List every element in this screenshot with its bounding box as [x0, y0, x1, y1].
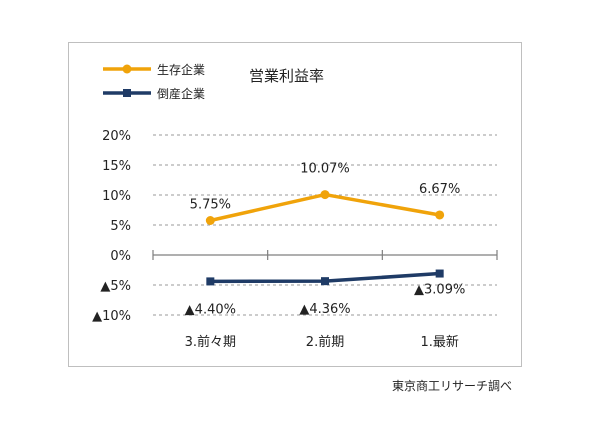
legend-marker [122, 64, 132, 74]
chart-title: 営業利益率 [249, 67, 324, 85]
data-label: ▲4.40% [185, 302, 236, 317]
y-tick-label: 20% [102, 129, 131, 144]
chart-frame: 20% 15% 10% 5% 0% ▲5% ▲10% 3.前々期 2.前期 1.最新 5.75% 1… [68, 42, 522, 367]
data-label: 10.07% [300, 162, 350, 177]
line-chart: 20% 15% 10% 5% 0% ▲5% ▲10% 3.前々期 2.前期 1.最新 5.75% 1… [92, 62, 498, 350]
y-tick-label: 15% [102, 159, 131, 174]
y-tick-label: ▲10% [92, 309, 131, 324]
data-point [435, 210, 445, 220]
data-label: 5.75% [190, 198, 231, 213]
data-label: 6.67% [419, 182, 460, 197]
source-note: 東京商工リサーチ調べ [391, 379, 512, 393]
data-point [435, 269, 444, 278]
data-label: ▲3.09% [414, 283, 465, 298]
legend-label: 倒産企業 [157, 86, 205, 101]
data-point [206, 277, 215, 286]
legend-label: 生存企業 [157, 62, 205, 77]
data-point [320, 190, 330, 200]
data-label: ▲4.36% [299, 302, 350, 317]
y-tick-label: 0% [110, 249, 131, 264]
x-tick-label: 3.前々期 [185, 334, 236, 350]
y-tick-label: 5% [110, 219, 131, 234]
y-tick-label: 10% [102, 189, 131, 204]
x-tick-label: 1.最新 [420, 334, 458, 350]
legend-marker [123, 89, 131, 97]
y-tick-label: ▲5% [100, 279, 131, 294]
data-point [321, 277, 329, 286]
data-point [205, 216, 215, 225]
x-tick-label: 2.前期 [306, 334, 344, 350]
